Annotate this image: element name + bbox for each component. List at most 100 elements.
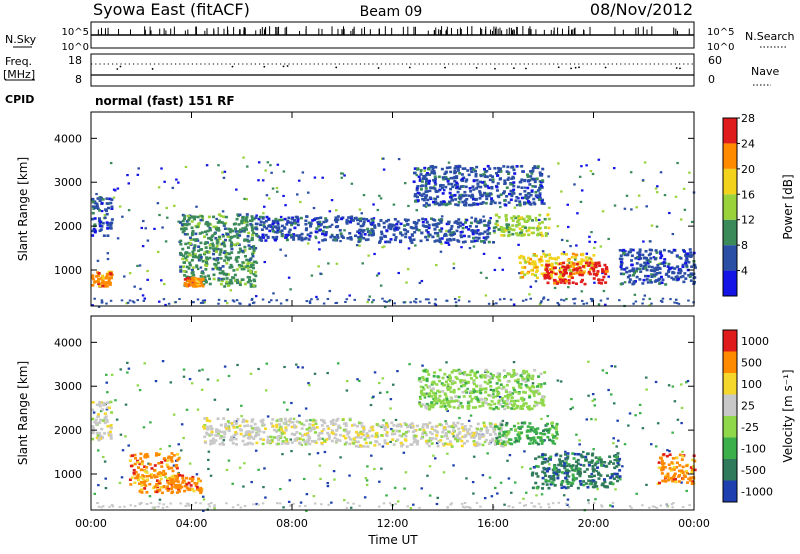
velocity-data-cell <box>465 380 469 384</box>
velocity-data-cell <box>528 388 532 391</box>
velocity-data-cell <box>367 436 371 439</box>
power-data-cell <box>450 199 454 202</box>
power-data-cell <box>210 238 214 242</box>
power-data-cell <box>215 242 219 245</box>
velocity-data-cell <box>314 422 318 426</box>
power-noise-point <box>339 239 342 243</box>
power-data-cell <box>97 282 101 286</box>
velocity-data-cell <box>436 375 440 378</box>
power-data-cell <box>538 192 542 195</box>
power-data-cell <box>496 223 500 227</box>
power-near-range-cell <box>419 300 422 303</box>
power-data-cell <box>569 272 573 275</box>
power-data-cell <box>187 283 191 287</box>
power-data-cell <box>195 238 199 241</box>
velocity-data-cell <box>106 406 110 410</box>
nave-tick-bottom: 0 <box>708 73 715 86</box>
power-data-cell <box>421 220 425 224</box>
power-ylabel: Slant Range [km] <box>16 157 30 261</box>
power-data-cell <box>541 179 545 182</box>
velocity-data-cell <box>105 420 109 423</box>
power-data-cell <box>529 170 533 173</box>
power-data-cell <box>187 218 191 222</box>
power-noise-point <box>358 208 362 211</box>
velocity-data-cell <box>421 432 425 436</box>
velocity-data-cell <box>481 404 485 407</box>
velocity-data-cell <box>571 468 575 472</box>
nave-dot <box>335 66 338 69</box>
power-data-cell <box>438 188 442 192</box>
power-near-range-cell <box>136 299 140 302</box>
power-data-cell <box>246 280 250 284</box>
power-data-cell <box>504 217 508 221</box>
power-data-cell <box>662 261 666 264</box>
velocity-data-cell <box>440 382 444 385</box>
power-data-cell <box>309 224 313 227</box>
power-noise-point <box>624 250 627 253</box>
power-colorbar-segment <box>723 219 737 246</box>
velocity-data-cell <box>99 434 103 438</box>
velocity-data-cell <box>374 435 378 439</box>
power-near-range-cell <box>178 298 181 301</box>
velocity-data-cell <box>192 489 196 493</box>
velocity-data-cell <box>335 419 339 422</box>
power-data-cell <box>197 249 201 253</box>
power-data-cell <box>354 216 358 220</box>
power-data-cell <box>463 221 467 224</box>
power-data-cell <box>448 202 452 205</box>
velocity-data-cell <box>347 436 351 439</box>
velocity-data-cell <box>312 418 316 422</box>
velocity-data-cell <box>195 488 199 491</box>
velocity-noise-point <box>289 438 293 441</box>
power-data-cell <box>475 179 479 182</box>
power-data-cell <box>630 254 634 258</box>
power-data-cell <box>574 256 578 259</box>
power-data-cell <box>429 217 433 220</box>
power-data-cell <box>388 223 392 226</box>
velocity-data-cell <box>277 418 281 422</box>
power-noise-point <box>289 288 292 291</box>
velocity-data-cell <box>551 433 555 437</box>
power-data-cell <box>412 238 416 241</box>
power-noise-point <box>314 235 317 238</box>
velocity-data-cell <box>152 474 156 477</box>
power-data-cell <box>252 231 256 235</box>
velocity-data-cell <box>467 404 471 407</box>
velocity-data-cell <box>178 473 182 477</box>
power-data-cell <box>211 244 215 247</box>
power-data-cell <box>659 262 663 265</box>
velocity-data-cell <box>523 421 527 424</box>
power-noise-point <box>573 183 576 186</box>
power-data-cell <box>683 250 687 253</box>
velocity-data-cell <box>500 396 504 400</box>
power-data-cell <box>180 253 184 256</box>
velocity-data-cell <box>390 421 394 425</box>
power-near-range-cell <box>454 301 458 304</box>
power-data-cell <box>234 258 238 261</box>
power-noise-point <box>136 264 139 268</box>
velocity-data-cell <box>422 388 426 391</box>
velocity-data-cell <box>422 378 426 382</box>
power-noise-point <box>330 223 334 226</box>
velocity-noise-point <box>442 471 446 474</box>
velocity-data-cell <box>275 425 279 429</box>
power-data-cell <box>430 170 434 173</box>
velocity-data-cell <box>491 395 495 399</box>
power-data-cell <box>543 276 547 280</box>
velocity-data-cell <box>479 384 483 388</box>
velocity-data-cell <box>433 428 437 432</box>
power-data-cell <box>475 165 479 169</box>
power-colorbar-segment <box>723 143 737 169</box>
power-data-cell <box>520 178 524 182</box>
power-noise-point <box>538 302 542 306</box>
velocity-data-cell <box>546 429 550 433</box>
velocity-data-cell <box>215 434 219 437</box>
power-data-cell <box>585 259 589 262</box>
power-data-cell <box>207 215 211 219</box>
velocity-data-cell <box>475 385 479 388</box>
power-data-cell <box>649 252 653 256</box>
velocity-data-cell <box>552 478 556 482</box>
velocity-data-cell <box>234 430 238 434</box>
velocity-data-cell <box>380 434 384 437</box>
power-data-cell <box>312 218 316 222</box>
